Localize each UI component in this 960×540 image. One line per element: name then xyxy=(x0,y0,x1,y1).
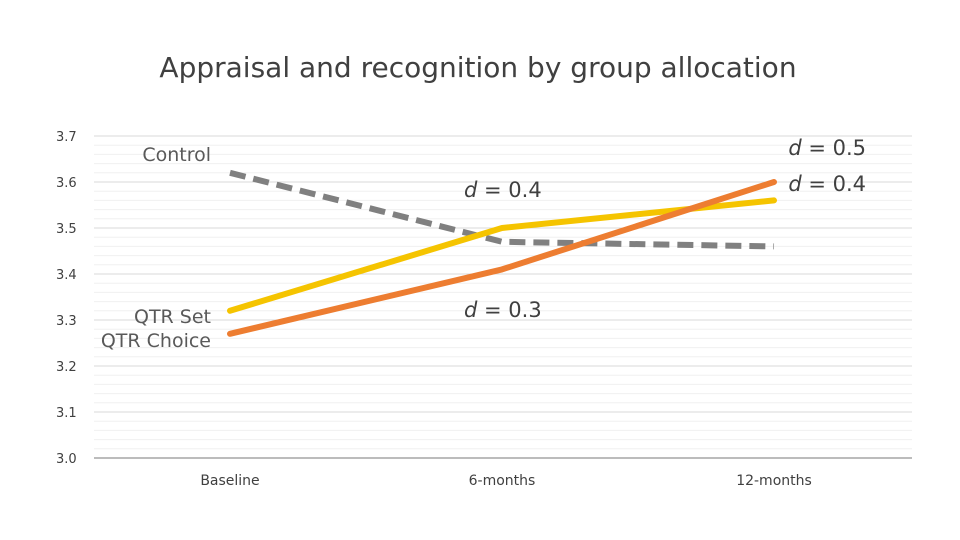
series-line-qtr-choice xyxy=(227,179,777,337)
series-label-qtr-choice: QTR Choice xyxy=(101,330,211,352)
series-label-control: Control xyxy=(142,144,211,166)
effect-size-d-12m-upper: d = 0.5 xyxy=(788,136,866,160)
y-tick-label: 3.3 xyxy=(56,314,77,329)
x-tick-label: Baseline xyxy=(200,473,259,489)
series-line-control xyxy=(229,169,775,250)
effect-size-symbol: d xyxy=(788,136,802,160)
x-axis-ticks: Baseline 6-months 12-months xyxy=(200,473,811,489)
y-tick-label: 3.2 xyxy=(56,360,77,375)
effect-size-symbol: d xyxy=(464,178,478,202)
chart-title: Appraisal and recognition by group alloc… xyxy=(159,51,796,84)
x-tick-label: 6-months xyxy=(469,473,536,489)
effect-size-symbol: d xyxy=(788,172,802,196)
series-lines xyxy=(227,169,777,337)
y-tick-label: 3.5 xyxy=(56,222,77,237)
effect-size-d-12m-lower: d = 0.4 xyxy=(788,172,866,196)
x-tick-label: 12-months xyxy=(736,473,812,489)
effect-size-d-6m-lower: d = 0.3 xyxy=(464,298,542,322)
effect-size-value: = 0.3 xyxy=(477,298,541,322)
y-tick-label: 3.1 xyxy=(56,406,77,421)
effect-size-d-6m-upper: d = 0.4 xyxy=(464,178,542,202)
y-tick-label: 3.0 xyxy=(56,452,77,467)
series-label-qtr-set: QTR Set xyxy=(134,306,211,328)
y-tick-label: 3.4 xyxy=(56,268,77,283)
y-tick-label: 3.6 xyxy=(56,176,77,191)
annotations: d = 0.4d = 0.3d = 0.5d = 0.4 xyxy=(464,136,866,322)
effect-size-symbol: d xyxy=(464,298,478,322)
effect-size-value: = 0.4 xyxy=(802,172,866,196)
y-axis-ticks: 3.0 3.1 3.2 3.3 3.4 3.5 3.6 3.7 xyxy=(56,130,77,467)
effect-size-value: = 0.4 xyxy=(477,178,541,202)
effect-size-value: = 0.5 xyxy=(802,136,866,160)
y-tick-label: 3.7 xyxy=(56,130,77,145)
